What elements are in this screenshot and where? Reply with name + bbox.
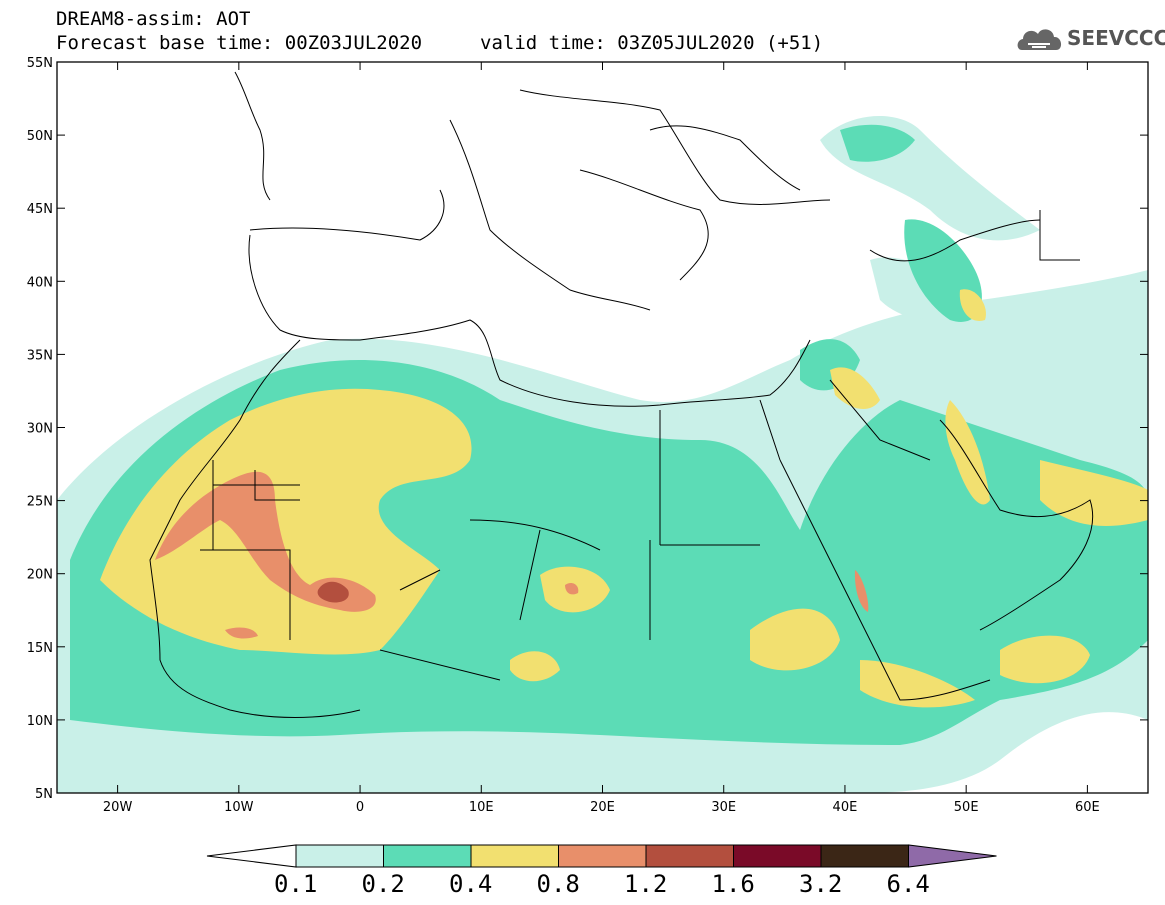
colorbar-segment xyxy=(470,844,559,868)
colorbar xyxy=(206,844,997,868)
logo-text: SEEVCCC xyxy=(1067,26,1165,50)
lat-tick-label: 55N xyxy=(27,56,53,71)
colorbar-label: 0.2 xyxy=(361,870,405,898)
coastlines xyxy=(149,71,1094,718)
aot-band-0.8 xyxy=(155,471,376,612)
colorbar-label: 6.4 xyxy=(886,870,930,898)
colorbar-label: 1.6 xyxy=(711,870,755,898)
lat-tick-label: 50N xyxy=(27,129,53,144)
valid-time: valid time: 03Z05JUL2020 (+51) xyxy=(480,32,824,54)
lon-tick-label: 10E xyxy=(469,800,494,815)
lat-tick-label: 15N xyxy=(27,641,53,656)
colorbar-segment xyxy=(645,844,734,868)
lat-tick-label: 40N xyxy=(27,275,53,290)
lat-tick-label: 30N xyxy=(27,422,53,437)
colorbar-label: 0.8 xyxy=(536,870,580,898)
aot-field xyxy=(57,116,1148,793)
lat-tick-label: 45N xyxy=(27,202,53,217)
colorbar-segment xyxy=(295,844,384,868)
colorbar-segment xyxy=(558,844,647,868)
aot-band-1.2 xyxy=(317,581,349,603)
lat-tick-label: 5N xyxy=(35,787,53,802)
axis-tick-labels: 20W 10W 0 10E 20E 30E 40E 50E 60E 55N 50N 45N 40N 35N… xyxy=(27,56,1100,815)
lon-tick-label: 20E xyxy=(590,800,615,815)
map-title: DREAM8-assim: AOT xyxy=(56,8,251,30)
cloud-icon xyxy=(1017,29,1062,50)
lon-tick-label: 50E xyxy=(954,800,979,815)
lon-tick-label: 30E xyxy=(711,800,736,815)
lat-tick-label: 20N xyxy=(27,568,53,583)
lon-tick-label: 60E xyxy=(1075,800,1100,815)
forecast-base-time: Forecast base time: 00Z03JUL2020 xyxy=(56,32,423,54)
lat-tick-label: 25N xyxy=(27,495,53,510)
colorbar-label: 0.4 xyxy=(449,870,493,898)
axis-ticks xyxy=(57,61,1148,794)
colorbar-label: 1.2 xyxy=(624,870,668,898)
lon-tick-label: 0 xyxy=(356,800,364,815)
lon-tick-label: 20W xyxy=(103,800,133,815)
lat-tick-label: 35N xyxy=(27,348,53,363)
colorbar-under-triangle xyxy=(206,844,297,868)
colorbar-segment xyxy=(820,844,909,868)
colorbar-label: 0.1 xyxy=(274,870,318,898)
lat-tick-label: 10N xyxy=(27,714,53,729)
colorbar-label: 3.2 xyxy=(799,870,843,898)
colorbar-segment xyxy=(383,844,472,868)
aot-band-0.4 xyxy=(100,388,472,655)
lon-tick-label: 40E xyxy=(833,800,858,815)
colorbar-over-triangle xyxy=(908,844,997,868)
colorbar-segment xyxy=(733,844,822,868)
lon-tick-label: 10W xyxy=(224,800,254,815)
